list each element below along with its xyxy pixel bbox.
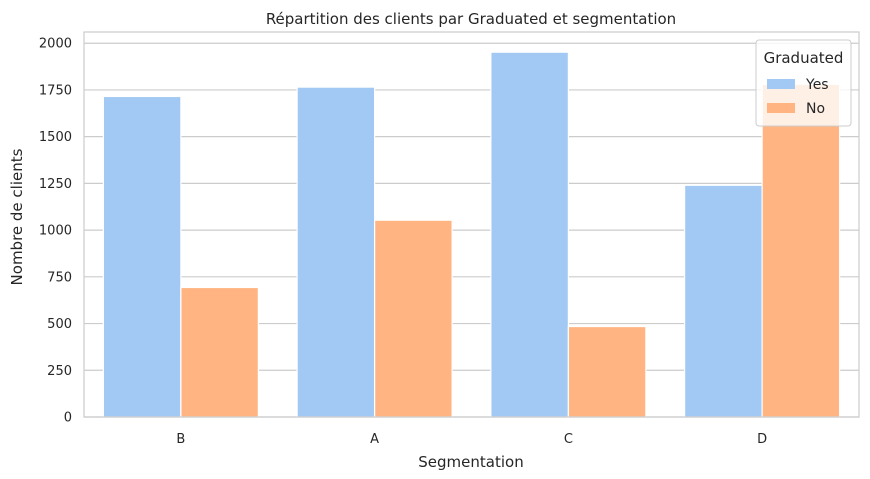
- bar-c-yes: [490, 51, 569, 418]
- bar-c-no: [567, 325, 647, 418]
- legend-label-no: No: [806, 101, 825, 117]
- x-tick-label: C: [564, 432, 573, 447]
- bar-a-no: [374, 219, 453, 418]
- y-tick-label: 250: [47, 364, 72, 379]
- y-tick-label: 1000: [39, 224, 72, 239]
- chart-title: Répartition des clients par Graduated et…: [266, 10, 676, 28]
- bar-d-no: [761, 83, 841, 418]
- y-tick-label: 1250: [39, 177, 72, 192]
- bar-b-yes: [102, 95, 182, 418]
- x-axis-label: Segmentation: [418, 453, 523, 471]
- y-tick-label: 2000: [39, 37, 72, 52]
- y-tick-label: 1500: [39, 130, 72, 145]
- legend-swatch-yes: [767, 79, 795, 89]
- x-tick-label: A: [370, 432, 379, 447]
- x-tick-label: B: [176, 432, 185, 447]
- bars: [102, 51, 841, 418]
- legend-items: Yes No: [767, 77, 829, 117]
- y-tick-label: 750: [47, 270, 72, 285]
- legend-label-yes: Yes: [805, 77, 829, 93]
- bar-a-yes: [296, 86, 376, 418]
- legend-swatch-no: [767, 103, 795, 113]
- y-tick-label: 500: [47, 317, 72, 332]
- legend-title: Graduated: [764, 49, 844, 67]
- legend: Graduated Yes No: [755, 39, 852, 127]
- y-axis-label: Nombre de clients: [8, 148, 26, 285]
- bar-d-yes: [684, 184, 763, 418]
- y-tick-label: 0: [64, 411, 72, 426]
- bar-b-no: [180, 286, 259, 418]
- plot-frame: [83, 31, 860, 418]
- x-tick-label: D: [757, 432, 767, 447]
- y-tick-label: 1750: [39, 83, 72, 98]
- y-tick-labels: 0 250 500 750 1000 1250 1500 1750 2000: [39, 37, 72, 426]
